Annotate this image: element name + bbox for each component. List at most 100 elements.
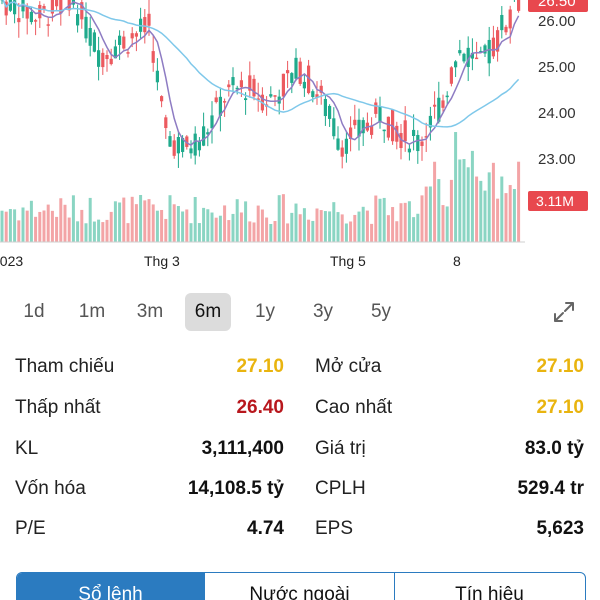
volume-bar xyxy=(231,213,235,242)
candle-body xyxy=(462,53,466,62)
candle-body xyxy=(80,2,84,20)
candle xyxy=(193,126,197,165)
period-5y[interactable]: 5y xyxy=(370,301,392,322)
expand-icon[interactable] xyxy=(552,300,576,324)
candle-body xyxy=(302,81,306,89)
volume-bar xyxy=(42,210,46,242)
candle-body xyxy=(25,5,29,19)
volume-bar xyxy=(336,212,340,242)
shares-outstanding-label: CPLH xyxy=(315,478,366,499)
volume-bar xyxy=(403,202,407,242)
candle-body xyxy=(491,37,495,57)
period-6m[interactable]: 6m xyxy=(185,293,231,331)
candle xyxy=(311,89,315,103)
candle-body xyxy=(273,95,277,97)
candle-body xyxy=(441,100,445,108)
candle xyxy=(441,94,445,112)
volume-bar xyxy=(273,221,277,242)
price-axis-label: 26.00 xyxy=(538,13,576,30)
period-1d[interactable]: 1d xyxy=(23,301,45,322)
tab-foreign-trading[interactable]: Nước ngoài xyxy=(205,573,395,600)
volume-bar xyxy=(197,223,201,242)
candle xyxy=(92,29,96,53)
ref-price-value: 27.10 xyxy=(236,356,284,377)
volume-bar xyxy=(365,210,369,242)
candle xyxy=(8,0,12,12)
tab-order-book[interactable]: Sổ lệnh xyxy=(17,573,205,600)
candle-body xyxy=(328,105,332,119)
candle xyxy=(475,41,479,60)
volume-bar xyxy=(101,222,105,242)
candlestick-chart[interactable] xyxy=(0,0,600,278)
candle-body xyxy=(50,0,54,14)
candle xyxy=(365,112,369,133)
candle-body xyxy=(143,17,147,33)
candle xyxy=(55,0,59,11)
low-price-label: Thấp nhất xyxy=(15,397,101,418)
volume-bar xyxy=(294,203,298,242)
volume-bar xyxy=(424,186,428,242)
volume-bar xyxy=(277,195,281,242)
candle-body xyxy=(344,138,348,154)
volume-bar xyxy=(63,204,67,242)
volume-bar xyxy=(517,161,521,242)
volume-bar xyxy=(202,207,206,242)
candle xyxy=(122,30,126,50)
candle xyxy=(382,129,386,143)
candle-body xyxy=(164,117,168,129)
candle-body xyxy=(449,67,453,84)
volume-bar xyxy=(155,210,159,242)
candle-body xyxy=(130,33,134,39)
candle-body xyxy=(97,50,101,67)
candle xyxy=(227,80,231,97)
stats-row: P/E 4.74 EPS 5,623 xyxy=(0,509,600,549)
candle-body xyxy=(252,78,256,97)
volume-bar xyxy=(8,209,12,242)
period-1m[interactable]: 1m xyxy=(78,301,106,322)
volume-bar xyxy=(307,219,311,242)
detail-tabs: Sổ lệnh Nước ngoài Tín hiệu xyxy=(16,572,586,600)
candle xyxy=(281,73,285,111)
period-3m[interactable]: 3m xyxy=(136,301,164,322)
volume-bar xyxy=(113,201,117,242)
period-1y[interactable]: 1y xyxy=(254,301,276,322)
volume-bar xyxy=(500,176,504,242)
candle xyxy=(67,0,71,17)
volume-bar xyxy=(454,132,458,242)
candle xyxy=(214,90,218,104)
candle xyxy=(17,2,21,38)
candle xyxy=(294,48,298,82)
high-price-label: Cao nhất xyxy=(315,397,393,418)
volume-bar xyxy=(134,204,138,242)
candle xyxy=(500,6,504,39)
candle xyxy=(357,108,361,151)
tab-signals[interactable]: Tín hiệu xyxy=(455,584,524,600)
candle-body xyxy=(189,148,193,154)
x-axis-label: Thg 3 xyxy=(144,253,180,269)
volume-bar xyxy=(13,209,17,242)
candle-body xyxy=(420,141,424,146)
candle xyxy=(126,49,130,58)
price-chart[interactable]: 26.50 26.00 25.00 24.00 23.00 3.11M 2023… xyxy=(0,0,600,278)
volume-bar xyxy=(269,223,273,242)
candle-body xyxy=(223,101,227,103)
candle-body xyxy=(134,33,138,37)
candle xyxy=(88,16,92,57)
volume-bar xyxy=(512,189,516,242)
volume-bar xyxy=(487,172,491,242)
candle-body xyxy=(231,77,235,86)
volume-bar xyxy=(126,223,130,242)
candle xyxy=(378,96,382,129)
period-3y[interactable]: 3y xyxy=(312,301,334,322)
candle-body xyxy=(298,61,302,84)
volume-bar xyxy=(391,207,395,242)
volume-bar xyxy=(382,197,386,242)
candle xyxy=(113,39,117,59)
volume-bar xyxy=(328,211,332,242)
volume-bar xyxy=(491,162,495,242)
candle-body xyxy=(218,96,222,116)
candle xyxy=(370,117,374,139)
candle xyxy=(25,3,29,35)
high-price-value: 27.10 xyxy=(536,397,584,418)
candle-body xyxy=(479,50,483,53)
